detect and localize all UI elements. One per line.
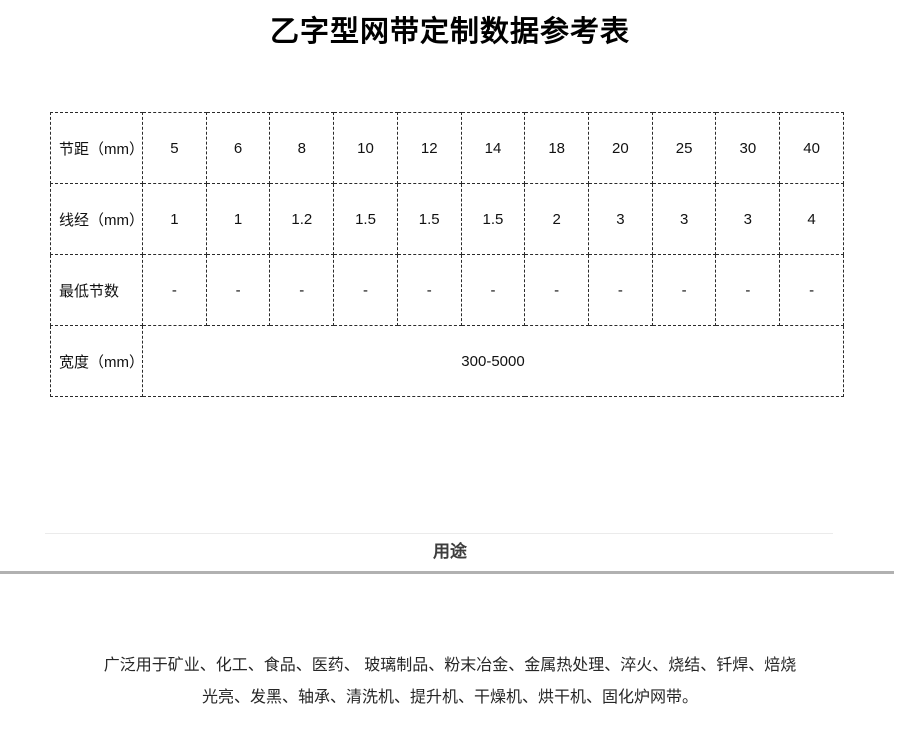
value-cell: 20 (588, 112, 653, 184)
value-cell: 1.5 (460, 183, 526, 255)
row-label: 宽度（mm） (50, 325, 144, 397)
value-cell: 12 (396, 112, 462, 184)
table-row: 节距（mm） 5 6 8 10 12 14 18 20 25 30 40 (50, 112, 844, 184)
spec-table-body: 节距（mm） 5 6 8 10 12 14 18 20 25 30 40 线经（mm） 1 1 1.2 1.5 1… (50, 112, 844, 397)
value-cell: 5 (142, 112, 207, 184)
value-cell: 18 (524, 112, 590, 184)
value-cell: 6 (205, 112, 271, 184)
value-cell: - (460, 254, 526, 326)
table-row: 最低节数 - - - - - - - - - - - (50, 254, 844, 326)
value-cell: 30 (715, 112, 781, 184)
value-cell: - (396, 254, 462, 326)
value-cell: 4 (779, 183, 844, 255)
value-cell: 3 (651, 183, 717, 255)
value-cell: 1 (142, 183, 207, 255)
row-label: 节距（mm） (50, 112, 144, 184)
table-row: 线经（mm） 1 1 1.2 1.5 1.5 1.5 2 3 3 3 4 (50, 183, 844, 255)
thin-divider (45, 533, 833, 534)
value-cell: - (524, 254, 590, 326)
row-label: 线经（mm） (50, 183, 144, 255)
value-cell: - (779, 254, 844, 326)
spec-table: 节距（mm） 5 6 8 10 12 14 18 20 25 30 40 线经（mm） 1 1 1.2 1.5 1… (50, 112, 844, 397)
value-cell: 8 (269, 112, 335, 184)
thick-divider (0, 571, 894, 574)
value-cell: 1.2 (269, 183, 335, 255)
row-label: 最低节数 (50, 254, 143, 326)
value-cell: - (715, 254, 781, 326)
spec-table-container: 节距（mm） 5 6 8 10 12 14 18 20 25 30 40 线经（mm） 1 1 1.2 1.5 1… (50, 112, 844, 397)
value-cell: - (588, 254, 653, 326)
value-cell: - (205, 254, 271, 326)
value-cell: 2 (524, 183, 590, 255)
usage-line-2: 光亮、发黑、轴承、清洗机、提升机、干燥机、烘干机、固化炉网带。 (201, 689, 698, 706)
page-title: 乙字型网带定制数据参考表 (269, 16, 630, 48)
value-cell: 14 (460, 112, 526, 184)
value-cell: 3 (715, 183, 781, 255)
value-cell: - (651, 254, 717, 326)
value-cell: 25 (651, 112, 717, 184)
value-cell: 1 (205, 183, 271, 255)
value-cell: - (269, 254, 335, 326)
merged-value-cell: 300-5000 (142, 325, 844, 397)
value-cell: 1.5 (396, 183, 462, 255)
value-cell: - (142, 254, 207, 326)
usage-line-1: 广泛用于矿业、化工、食品、医药、 玻璃制品、粉末冶金、金属热处理、淬火、烧结、钎… (103, 657, 797, 674)
table-row: 宽度（mm） 300-5000 (50, 325, 844, 397)
usage-section-heading: 用途 (433, 542, 467, 561)
value-cell: - (333, 254, 398, 326)
value-cell: 1.5 (333, 183, 398, 255)
value-cell: 40 (779, 112, 844, 184)
value-cell: 10 (333, 112, 398, 184)
value-cell: 3 (588, 183, 653, 255)
usage-paragraph: 广泛用于矿业、化工、食品、医药、 玻璃制品、粉末冶金、金属热处理、淬火、烧结、钎… (0, 650, 900, 714)
